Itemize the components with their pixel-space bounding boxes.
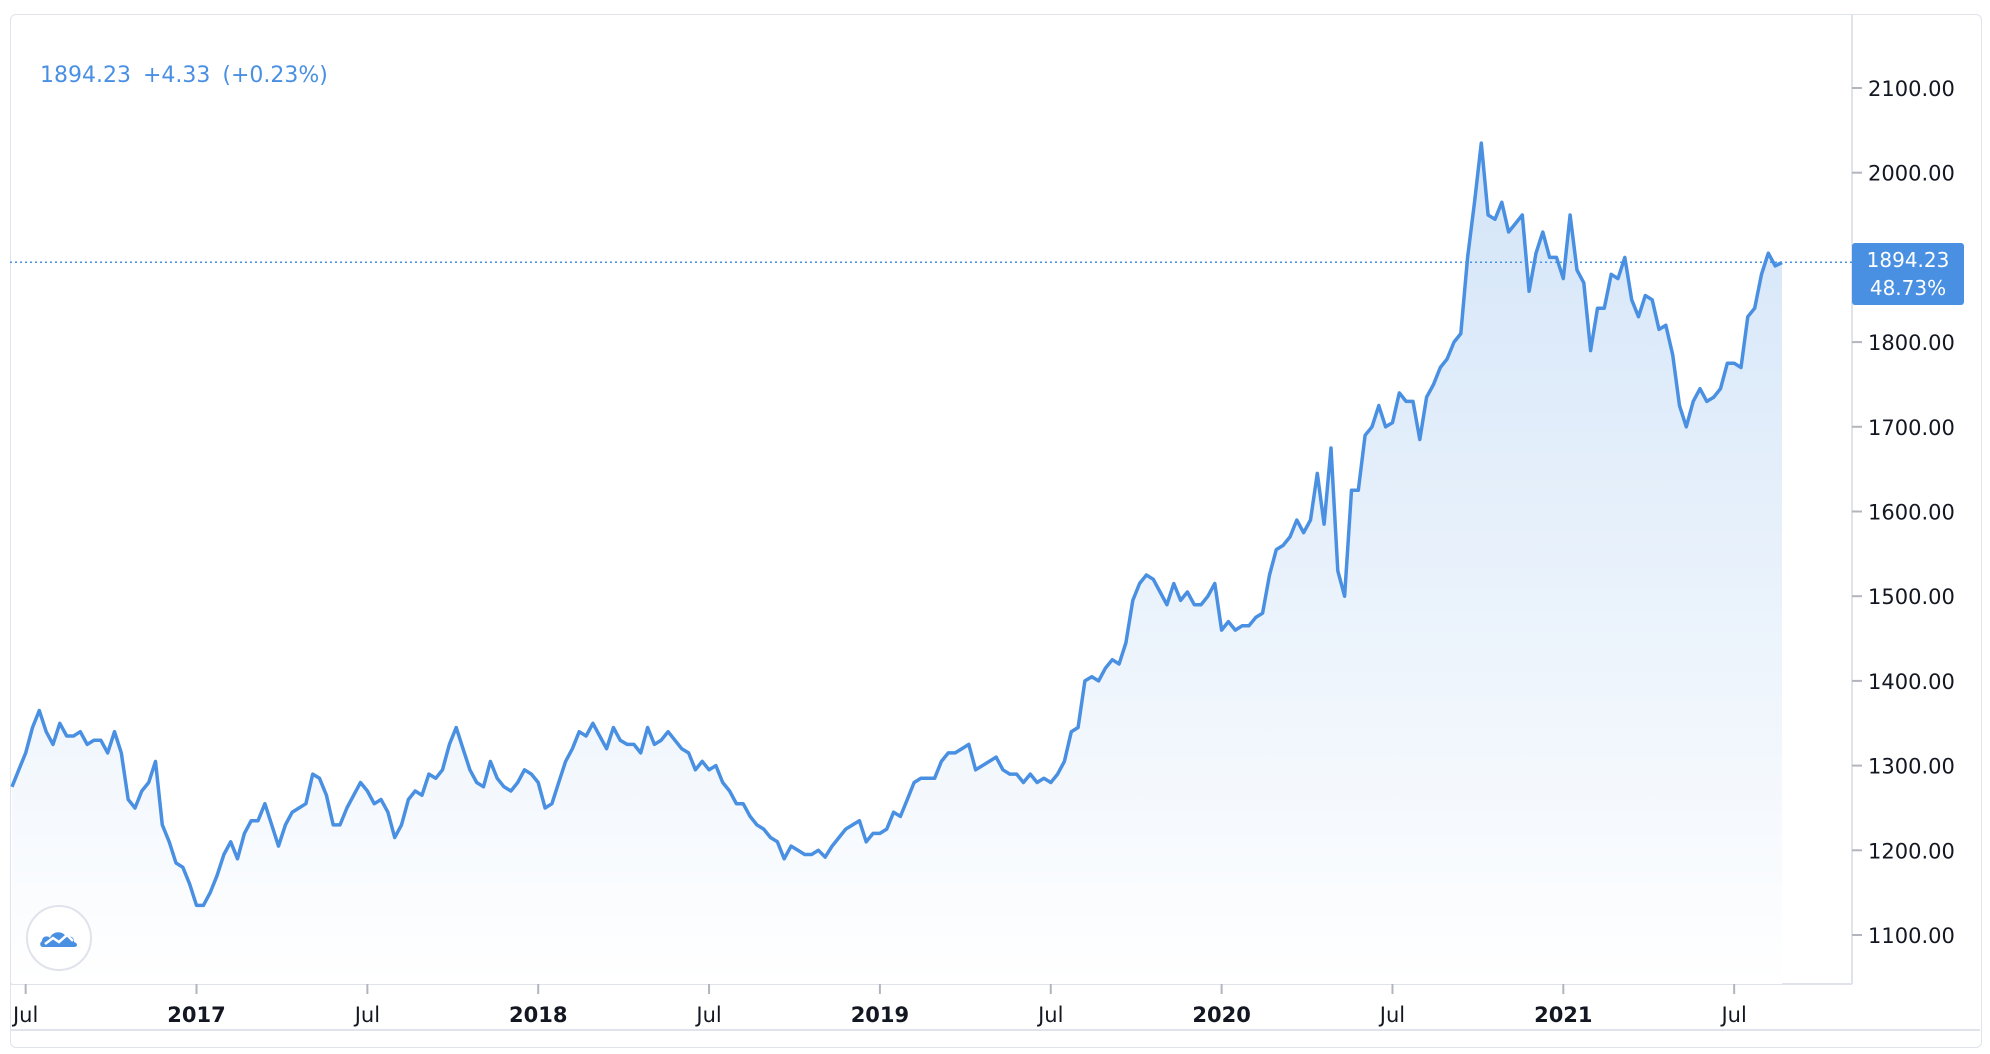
x-tick-label: 2021 [1534,1003,1592,1027]
legend: 1894.23 +4.33 (+0.23%) [26,38,340,88]
price-tag: 1894.23 48.73% [1852,243,1964,305]
series-layer [10,143,1852,984]
y-tick-label: 1200.00 [1868,839,1955,863]
x-tick-label: Jul [694,1003,721,1027]
y-tick-label: 1100.00 [1868,924,1955,948]
y-tick-label: 1300.00 [1868,755,1955,779]
x-tick-label: 2018 [509,1003,567,1027]
price-tag-price: 1894.23 [1852,246,1964,274]
x-tick-label: Jul [1036,1003,1063,1027]
cloud-logo-icon [39,925,79,951]
x-tick-label: 2020 [1192,1003,1250,1027]
y-tick-label: 1400.00 [1868,670,1955,694]
price-tag-pct: 48.73% [1852,274,1964,302]
x-tick-label: 2019 [851,1003,909,1027]
series-area [12,143,1782,984]
x-tick-label: Jul [11,1003,38,1027]
y-tick-label: 2100.00 [1868,77,1955,101]
x-tick-label: 2017 [167,1003,225,1027]
x-tick-label: Jul [1378,1003,1405,1027]
x-tick-label: Jul [353,1003,380,1027]
y-tick-label: 2000.00 [1868,162,1955,186]
legend-change-pct: (+0.23%) [222,63,328,88]
y-tick-label: 1600.00 [1868,501,1955,525]
tradingview-logo-icon[interactable] [26,905,92,971]
y-tick-label: 1800.00 [1868,331,1955,355]
x-tick-label: Jul [1719,1003,1746,1027]
legend-change: +4.33 [143,63,210,88]
y-tick-label: 1500.00 [1868,585,1955,609]
y-tick-label: 1700.00 [1868,416,1955,440]
legend-last-price: 1894.23 [40,63,131,88]
